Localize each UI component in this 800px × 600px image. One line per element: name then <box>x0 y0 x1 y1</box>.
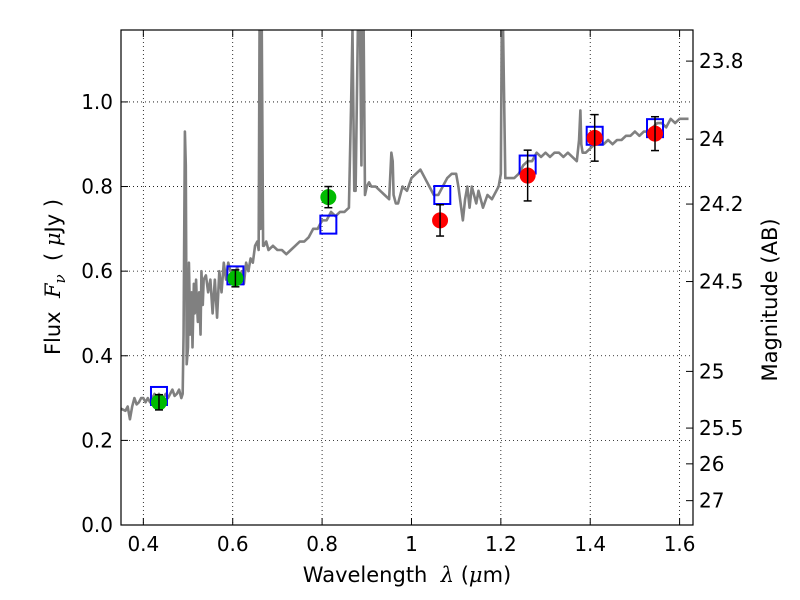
mag-tick-label: 23.8 <box>699 49 744 73</box>
mag-tick-label: 25 <box>699 359 724 383</box>
plot-frame <box>120 29 694 526</box>
y-tick-label: 1.0 <box>81 90 113 114</box>
x-tick-label: 0.6 <box>217 532 249 556</box>
x-tick-label: 1 <box>405 532 418 556</box>
y-tick-label: 0.2 <box>81 428 113 452</box>
y-tick-label: 0.0 <box>81 513 113 537</box>
y-tick-label: 0.8 <box>81 175 113 199</box>
x-axis-label: Wavelength λ (μm) <box>303 563 511 587</box>
x-tick-label: 1.2 <box>485 532 517 556</box>
model-spectrum-line <box>121 30 689 421</box>
x-tick-label: 1.6 <box>664 532 696 556</box>
y-tick-label: 0.4 <box>81 344 113 368</box>
y-axis-label: Flux Fν ( μJy ) <box>41 199 69 355</box>
x-tick-label: 1.4 <box>574 532 606 556</box>
y-tick-label: 0.6 <box>81 259 113 283</box>
plot-area <box>121 30 689 421</box>
mag-tick-label: 24.5 <box>699 270 744 294</box>
model-photometry-square <box>319 214 338 235</box>
mag-tick-label: 24 <box>699 127 724 151</box>
axis-ticks: 0.4 0.6 0.8 1 1.2 1.4 1.6 0.0 0.2 0.4 0.6 0.8 1.0 23.… <box>81 30 744 556</box>
mag-tick-label: 25.5 <box>699 416 744 440</box>
mag-tick-label: 27 <box>699 489 724 513</box>
x-tick-label: 0.8 <box>306 532 338 556</box>
mag-tick-label: 26 <box>699 452 724 476</box>
mag-tick-label: 24.2 <box>699 192 744 216</box>
right-axis-label: Magnitude (AB) <box>758 218 782 381</box>
x-tick-label: 0.4 <box>127 532 159 556</box>
